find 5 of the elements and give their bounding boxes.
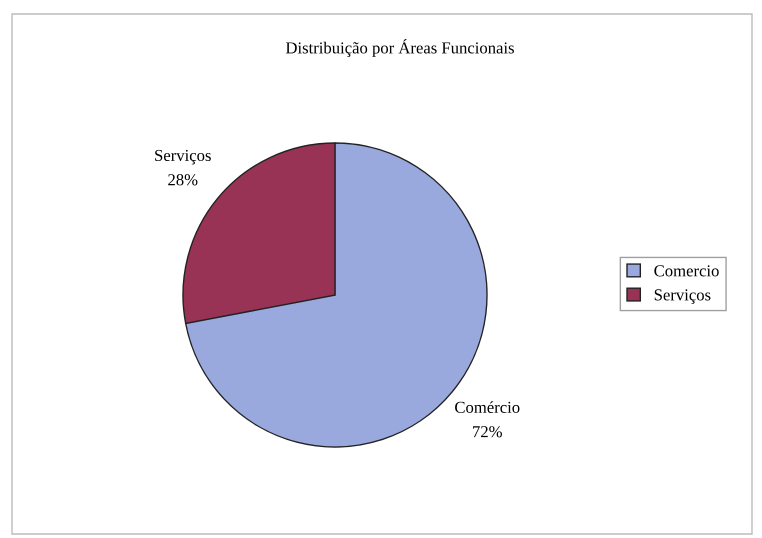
chart-title: Distribuição por Áreas Funcionais — [286, 39, 514, 57]
legend-label: Comercio — [654, 265, 719, 276]
legend-label: Serviços — [654, 289, 710, 304]
data-label: Serviços 28% — [155, 150, 211, 186]
data-label: Comércio 72% — [455, 401, 520, 438]
